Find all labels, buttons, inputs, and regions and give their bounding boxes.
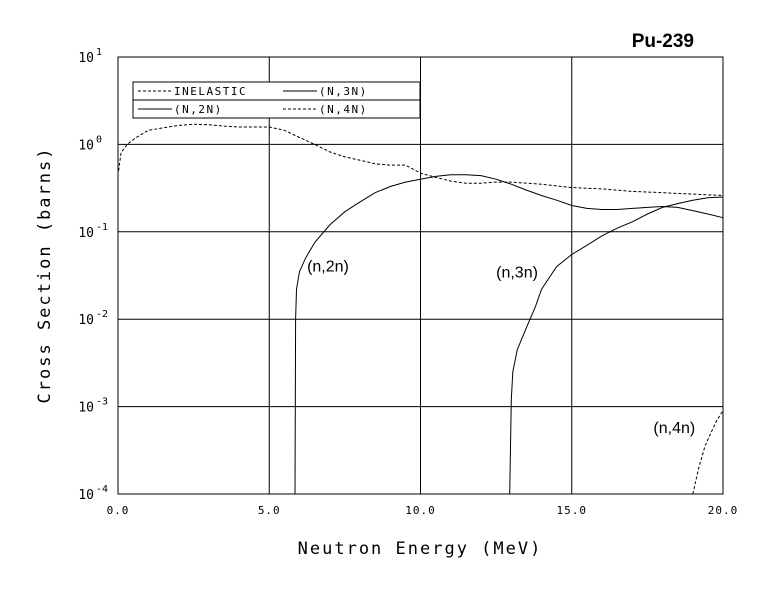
annotation-label: (n,4n) bbox=[653, 420, 695, 437]
y-tick-exponent: 0 bbox=[96, 134, 102, 145]
grid-lines bbox=[118, 57, 723, 494]
y-axis-label: Cross Section (barns) bbox=[35, 147, 55, 404]
series-line-inelastic bbox=[118, 123, 724, 196]
y-tick-label: 10 bbox=[78, 401, 94, 416]
series-line-n-2n bbox=[294, 174, 724, 495]
x-tick-label: 10.0 bbox=[405, 504, 436, 517]
annotation-label: (n,3n) bbox=[496, 264, 538, 281]
legend-label-n4n: (N,4N) bbox=[319, 103, 368, 116]
y-tick-exponent: -3 bbox=[96, 397, 108, 408]
y-tick-exponent: 1 bbox=[96, 47, 102, 58]
y-tick-exponent: -1 bbox=[96, 222, 108, 233]
legend-label-n2n: (N,2N) bbox=[174, 103, 223, 116]
y-tick-exponent: -4 bbox=[96, 484, 108, 495]
y-tick-label: 10 bbox=[78, 51, 94, 66]
x-tick-label: 15.0 bbox=[557, 504, 588, 517]
legend: INELASTIC (N,3N) (N,2N) (N,4N) bbox=[132, 81, 421, 119]
y-tick-label: 10 bbox=[78, 488, 94, 503]
curve-annotations: (n,2n) (n,3n) (n,4n) bbox=[307, 259, 695, 437]
series-line-n-4n bbox=[692, 410, 724, 495]
x-tick-label: 0.0 bbox=[107, 504, 130, 517]
legend-label-n3n: (N,3N) bbox=[319, 85, 368, 98]
legend-label-inelastic: INELASTIC bbox=[174, 85, 247, 98]
x-tick-label: 20.0 bbox=[708, 504, 739, 517]
chart-title: Pu-239 bbox=[632, 31, 694, 52]
x-tick-labels: 0.0 5.0 10.0 15.0 20.0 bbox=[107, 504, 739, 517]
y-tick-exponent: -2 bbox=[96, 309, 108, 320]
y-tick-label: 10 bbox=[78, 138, 94, 153]
y-tick-label: 10 bbox=[78, 226, 94, 241]
series-line-n-3n bbox=[509, 196, 724, 495]
annotation-label: (n,2n) bbox=[307, 259, 349, 276]
series-lines bbox=[118, 123, 724, 495]
y-tick-label: 10 bbox=[78, 313, 94, 328]
x-tick-label: 5.0 bbox=[258, 504, 281, 517]
x-axis-label: Neutron Energy (MeV) bbox=[298, 539, 543, 559]
